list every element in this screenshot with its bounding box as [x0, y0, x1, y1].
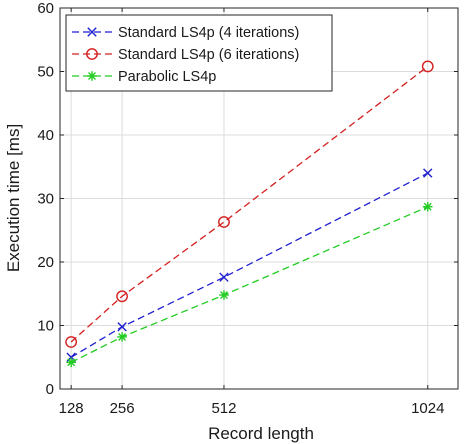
series-1-marker-2 [218, 216, 230, 228]
series-0-marker-3 [423, 168, 433, 178]
x-tick-label-3: 1024 [411, 400, 444, 417]
legend-marker-0 [87, 27, 97, 37]
legend-marker-2 [87, 71, 97, 81]
series-0-marker-2 [219, 272, 229, 282]
legend-marker-1 [86, 48, 98, 60]
axes [59, 7, 459, 390]
series-1-marker-0 [65, 336, 78, 348]
y-tick-label-3: 30 [37, 191, 54, 208]
legend-label-1: Standard LS4p (6 iterations) [118, 47, 299, 63]
series-line-2 [70, 206, 429, 363]
y-tick-label-4: 40 [37, 127, 54, 144]
series-1-marker-3 [421, 60, 434, 73]
series-2-marker-0 [66, 357, 76, 368]
x-axis-label: Record length [208, 424, 314, 443]
legend-label-2: Parabolic LS4p [118, 69, 216, 85]
legend-box [65, 14, 333, 92]
x-tick-label-0: 128 [59, 400, 84, 417]
series-2-marker-1 [117, 332, 127, 342]
x-tick-label-2: 512 [211, 400, 236, 417]
x-tick-label-1: 256 [110, 400, 135, 417]
y-tick-label-5: 50 [37, 64, 54, 81]
series-layer [65, 60, 434, 368]
series-1-marker-1 [116, 290, 128, 303]
y-tick-label-0: 0 [46, 381, 54, 398]
legend: Standard LS4p (4 iterations) Standard LS4… [65, 14, 333, 92]
y-tick-label-6: 60 [37, 0, 54, 17]
series-0-marker-1 [117, 322, 127, 332]
y-tick-label-2: 20 [37, 254, 54, 271]
series-line-1 [70, 65, 429, 343]
y-tick-label-1: 10 [37, 318, 54, 335]
series-2-marker-2 [219, 290, 229, 300]
series-line-0 [70, 172, 429, 358]
series-2-marker-3 [422, 201, 433, 212]
y-axis-label: Execution time [ms] [4, 124, 23, 272]
tick-labels: 128 256 512 1024 0 10 20 30 40 50 60 [37, 0, 444, 417]
legend-label-0: Standard LS4p (4 iterations) [118, 25, 299, 41]
